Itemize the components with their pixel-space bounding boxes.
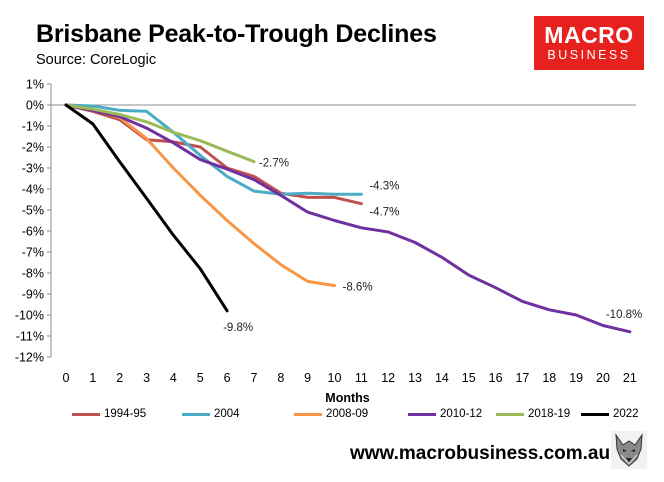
- legend-swatch: [408, 412, 436, 416]
- y-tick-label: 1%: [26, 78, 44, 92]
- y-tick-label: -8%: [22, 267, 44, 281]
- y-tick-label: -10%: [15, 309, 44, 323]
- x-tick-label: 3: [143, 371, 150, 385]
- legend-label: 2022: [613, 408, 639, 420]
- x-tick-label: 20: [596, 371, 610, 385]
- y-tick-label: 0%: [26, 99, 44, 113]
- x-tick-label: 21: [623, 371, 637, 385]
- y-tick-label: -5%: [22, 204, 44, 218]
- series-line-2022: [64, 103, 229, 313]
- wolf-mascot-icon: [611, 431, 647, 469]
- x-tick-label: 18: [542, 371, 556, 385]
- y-tick-label: -2%: [22, 141, 44, 155]
- x-tick-label: 17: [515, 371, 529, 385]
- x-tick-label: 9: [304, 371, 311, 385]
- y-tick-label: -3%: [22, 162, 44, 176]
- legend-label: 2008-09: [326, 408, 369, 420]
- chart-legend: 1994-95 2004 2008-09 2010-12 2018-19 2022: [66, 408, 639, 428]
- end-value-label-2004: -4.3%: [369, 180, 399, 192]
- x-tick-label: 15: [462, 371, 476, 385]
- legend-label: 2010-12: [440, 408, 483, 420]
- end-value-label-2022: -9.8%: [223, 322, 253, 334]
- x-tick-label: 5: [197, 371, 204, 385]
- end-value-label-1994-95: -4.7%: [369, 207, 399, 219]
- x-axis-title: Months: [325, 391, 369, 405]
- x-tick-label: 16: [489, 371, 503, 385]
- x-tick-label: 19: [569, 371, 583, 385]
- y-tick-label: -4%: [22, 183, 44, 197]
- legend-swatch: [182, 412, 210, 416]
- legend-swatch: [496, 412, 524, 416]
- legend-swatch: [581, 412, 609, 416]
- chart-source: Source: CoreLogic: [36, 52, 157, 68]
- end-value-label-2018-19: -2.7%: [259, 158, 289, 170]
- legend-item-2004: 2004: [182, 408, 240, 420]
- x-tick-label: 6: [224, 371, 231, 385]
- end-value-label-2008-09: -8.6%: [343, 282, 373, 294]
- logo-line-2: BUSINESS: [547, 48, 631, 62]
- end-value-label-2010-12: -10.8%: [606, 309, 642, 321]
- x-tick-label: 0: [63, 371, 70, 385]
- series-line-1994-95: [64, 103, 363, 206]
- y-tick-label: -1%: [22, 120, 44, 134]
- y-tick-label: -6%: [22, 225, 44, 239]
- legend-swatch: [294, 412, 322, 416]
- x-tick-label: 11: [355, 371, 368, 385]
- x-tick-label: 7: [250, 371, 257, 385]
- website-url[interactable]: www.macrobusiness.com.au: [350, 443, 611, 464]
- x-tick-label: 4: [170, 371, 177, 385]
- x-tick-label: 1: [89, 371, 96, 385]
- legend-item-2018-19: 2018-19: [496, 408, 570, 420]
- legend-item-2008-09: 2008-09: [294, 408, 368, 420]
- x-tick-label: 14: [435, 371, 449, 385]
- chart-title: Brisbane Peak-to-Trough Declines: [36, 20, 437, 48]
- legend-item-2022: 2022: [581, 408, 639, 420]
- x-tick-label: 10: [328, 371, 342, 385]
- y-tick-label: -7%: [22, 246, 44, 260]
- y-tick-label: -12%: [15, 351, 44, 365]
- legend-swatch: [72, 412, 100, 416]
- x-tick-label: 8: [277, 371, 284, 385]
- x-tick-label: 2: [116, 371, 123, 385]
- legend-item-2010-12: 2010-12: [408, 408, 482, 420]
- macrobusiness-logo: MACRO BUSINESS: [534, 16, 644, 70]
- x-tick-label: 12: [381, 371, 395, 385]
- series-line-2018-19: [64, 103, 256, 164]
- logo-line-1: MACRO: [544, 22, 634, 48]
- x-tick-label: 13: [408, 371, 422, 385]
- legend-label: 2018-19: [528, 408, 571, 420]
- legend-label: 2004: [214, 408, 240, 420]
- legend-label: 1994-95: [104, 408, 147, 420]
- y-tick-label: -11%: [16, 330, 44, 344]
- y-tick-label: -9%: [22, 288, 44, 302]
- legend-item-1994-95: 1994-95: [72, 408, 146, 420]
- series-line-2010-12: [64, 103, 632, 334]
